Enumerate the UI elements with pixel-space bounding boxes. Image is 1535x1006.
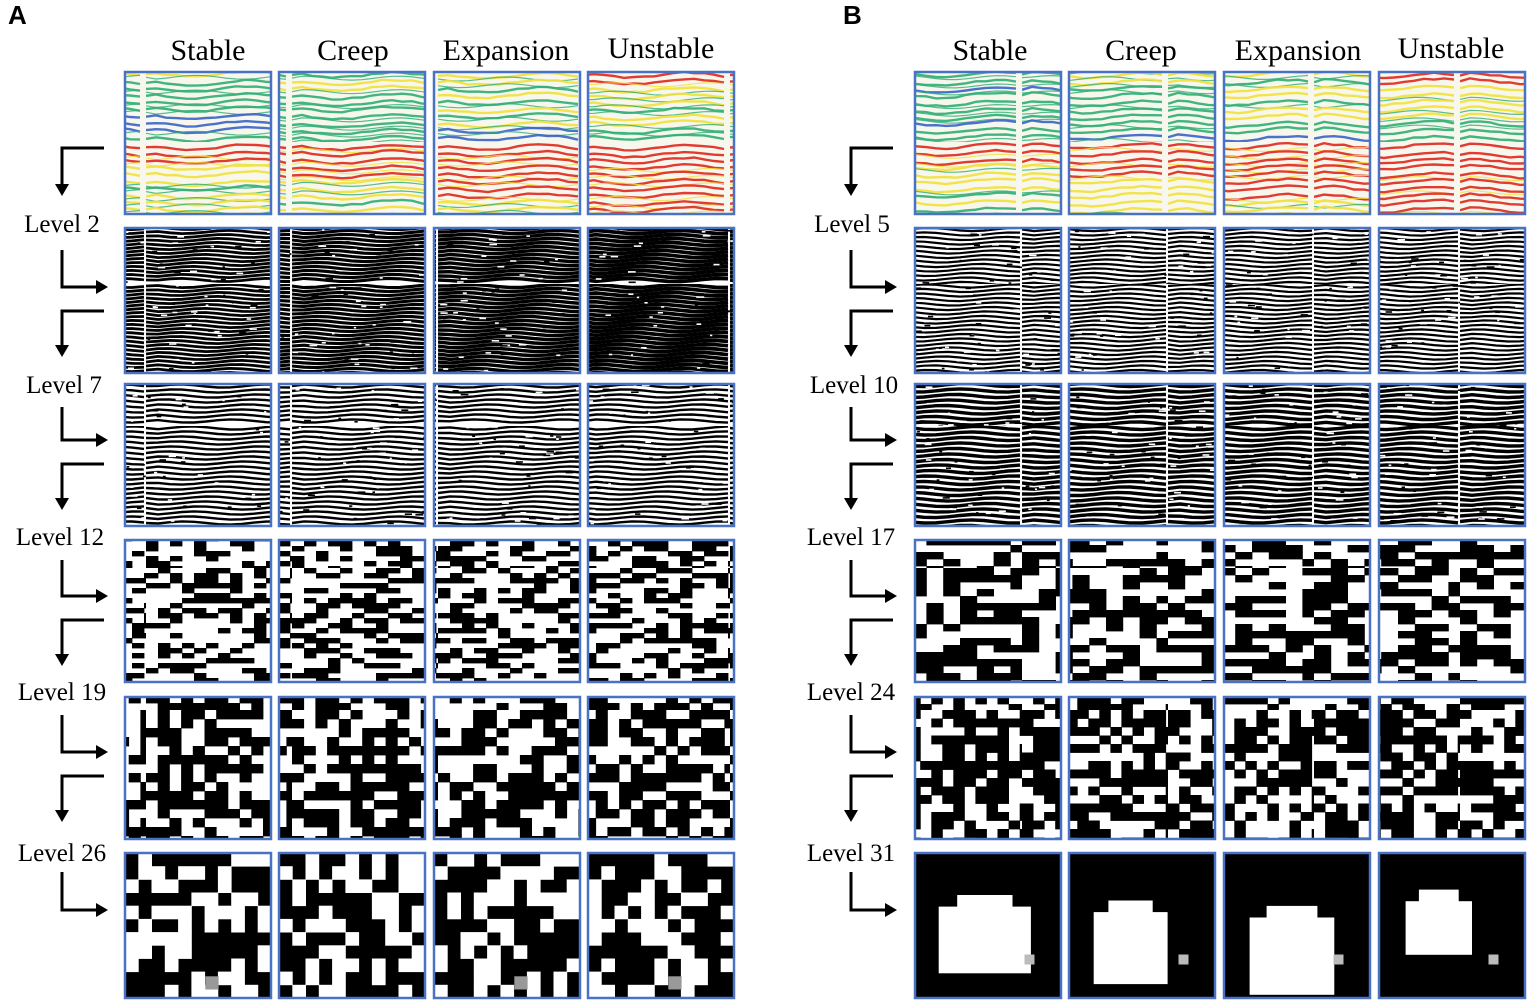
feature-map-tile-r5-c2 [277, 695, 427, 841]
feature-map-tile-r2-c1 [123, 226, 273, 375]
feature-map-tile-r3-c4 [1377, 382, 1527, 528]
feature-map-tile-r2-c1 [913, 226, 1063, 375]
down-arrow-4 [55, 618, 104, 666]
feature-map-tile-r5-c4 [586, 695, 736, 841]
feature-map-tile-r6-c1 [913, 851, 1063, 1000]
feature-map-tile-r5-c1 [913, 695, 1063, 841]
right-arrow-4 [60, 715, 108, 759]
feature-map-tile-r3-c2 [1067, 382, 1217, 528]
panel-a-level-label-4: Level 19 [18, 679, 106, 706]
feature-map-tile-r6-c3 [432, 851, 582, 1000]
feature-map-tile-r4-c2 [1067, 538, 1217, 684]
feature-map-tile-r5-c1 [123, 695, 273, 841]
panel-b-column-title-creep: Creep [1105, 34, 1177, 67]
down-arrow-4 [844, 618, 893, 666]
right-arrow-1 [849, 250, 897, 294]
feature-map-tile-r2-c4 [1377, 226, 1527, 375]
down-arrow-5 [844, 774, 893, 822]
feature-map-tile-r3-c4 [586, 382, 736, 528]
panel-b-feature-map-grid [913, 70, 1527, 1000]
panel-b-level-label-1: Level 5 [814, 211, 890, 238]
right-arrow-5 [60, 872, 108, 917]
panel-a-level-label-3: Level 12 [16, 524, 104, 551]
right-arrow-2 [60, 407, 108, 447]
right-arrow-1 [60, 250, 108, 294]
panel-b-level-label-3: Level 17 [807, 524, 895, 551]
right-arrow-5 [849, 872, 897, 917]
feature-map-tile-r4-c1 [913, 538, 1063, 684]
feature-map-tile-r1-c1 [123, 70, 273, 216]
panel-b-column-title-unstable: Unstable [1398, 32, 1505, 65]
feature-map-tile-r1-c3 [1222, 70, 1372, 216]
panel-b-level-label-4: Level 24 [807, 679, 896, 706]
feature-map-tile-r6-c2 [1067, 851, 1217, 1000]
feature-map-tile-r6-c2 [277, 851, 427, 1000]
down-arrow-5 [55, 774, 104, 822]
panel-b-column-title-stable: Stable [953, 34, 1028, 67]
panel-a-column-title-stable: Stable [171, 34, 246, 67]
panel-a-column-title-creep: Creep [317, 34, 389, 67]
panel-a-level-label-5: Level 26 [18, 840, 106, 867]
feature-map-tile-r6-c3 [1222, 851, 1372, 1000]
feature-map-tile-r5-c4 [1377, 695, 1527, 841]
feature-map-tile-r1-c4 [586, 70, 736, 216]
panel-b-level-label-2: Level 10 [810, 372, 898, 399]
panel-a: A Stable Creep Expansion Unstable Level … [8, 0, 736, 1000]
down-arrow-3 [844, 462, 893, 510]
panel-a-level-label-1: Level 2 [24, 211, 100, 238]
feature-map-tile-r4-c3 [1222, 538, 1372, 684]
feature-map-tile-r2-c3 [1222, 226, 1372, 375]
feature-map-tile-r2-c3 [432, 226, 582, 375]
down-arrow-1 [844, 146, 893, 196]
feature-map-tile-r4-c4 [586, 538, 736, 684]
panel-a-flow-arrows [55, 146, 108, 917]
feature-map-tile-r4-c2 [277, 538, 427, 684]
right-arrow-2 [849, 407, 897, 447]
feature-map-tile-r3-c1 [913, 382, 1063, 528]
feature-map-tile-r4-c1 [123, 538, 273, 684]
feature-map-tile-r2-c2 [277, 226, 427, 375]
feature-map-tile-r1-c1 [913, 70, 1063, 216]
feature-map-tile-r3-c2 [277, 382, 427, 528]
feature-map-tile-r2-c2 [1067, 226, 1217, 375]
panel-a-feature-map-grid [123, 70, 736, 1000]
panel-b-flow-arrows [844, 146, 897, 917]
feature-map-tile-r5-c3 [432, 695, 582, 841]
feature-map-tile-r1-c4 [1377, 70, 1527, 216]
feature-map-tile-r4-c4 [1377, 538, 1527, 684]
feature-map-tile-r3-c1 [123, 382, 273, 528]
panel-a-column-title-unstable: Unstable [608, 32, 715, 65]
panel-a-letter: A [8, 0, 27, 30]
feature-map-tile-r5-c2 [1067, 695, 1217, 841]
down-arrow-2 [55, 309, 104, 357]
feature-map-tile-r6-c1 [123, 851, 273, 1000]
down-arrow-2 [844, 309, 893, 357]
panel-b-letter: B [843, 0, 862, 30]
panel-b-level-label-5: Level 31 [807, 840, 895, 867]
panel-a-level-label-2: Level 7 [26, 372, 102, 399]
panel-b-column-title-expansion: Expansion [1235, 34, 1362, 67]
feature-map-tile-r3-c3 [1222, 382, 1372, 528]
feature-map-tile-r6-c4 [586, 851, 736, 1000]
down-arrow-3 [55, 462, 104, 510]
feature-map-tile-r3-c3 [432, 382, 582, 528]
right-arrow-4 [849, 715, 897, 759]
panel-a-column-title-expansion: Expansion [443, 34, 570, 67]
feature-map-tile-r1-c2 [1067, 70, 1217, 216]
right-arrow-3 [60, 560, 108, 603]
down-arrow-1 [55, 146, 104, 196]
feature-map-tile-r1-c3 [432, 70, 582, 216]
feature-map-tile-r1-c2 [277, 70, 427, 216]
feature-map-tile-r2-c4 [586, 226, 736, 375]
feature-map-tile-r4-c3 [432, 538, 582, 684]
feature-map-tile-r5-c3 [1222, 695, 1372, 841]
right-arrow-3 [849, 560, 897, 603]
panel-b: B Stable Creep Expansion Unstable Level … [807, 0, 1527, 1000]
feature-map-tile-r6-c4 [1377, 851, 1527, 1000]
